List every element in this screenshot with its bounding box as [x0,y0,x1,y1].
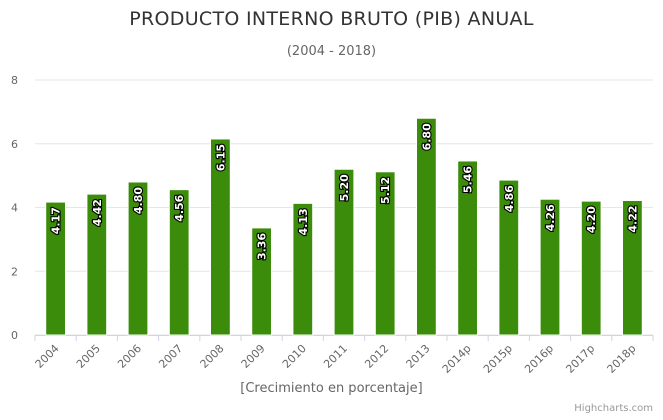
bar [127,181,149,336]
x-tick-label: 2018p [605,342,639,376]
credits-link[interactable]: Highcharts.com [574,403,653,414]
bar [251,227,272,336]
data-label: 6.80 [420,123,433,150]
x-tick-label: 2010 [280,342,309,371]
bar [622,199,643,336]
data-label: 5.46 [462,166,475,193]
x-tick-label: 2014p [440,342,474,376]
bar [498,179,520,336]
x-tick-label: 2017p [563,342,597,376]
bar [539,198,561,336]
y-tick-label: 8 [11,74,18,87]
data-label: 4.22 [626,205,639,232]
data-label: 3.36 [256,233,269,260]
bar [333,168,355,336]
data-label: 4.26 [544,204,557,231]
x-tick-label: 2006 [115,342,144,371]
y-tick-label: 0 [11,329,18,342]
x-tick-label: 2015p [481,342,515,376]
data-label: 5.12 [379,177,392,204]
y-tick-label: 2 [11,265,18,278]
data-label: 5.20 [338,174,351,201]
x-tick-label: 2016p [522,342,556,376]
x-tick-label: 2009 [239,342,268,371]
data-label: 6.15 [214,144,227,171]
data-label: 4.13 [297,208,310,235]
x-tick-label: 2013 [404,342,433,371]
bar [580,200,602,336]
bar [374,171,396,336]
data-label: 4.86 [503,185,516,212]
chart-title: PRODUCTO INTERNO BRUTO (PIB) ANUAL [129,8,534,30]
x-tick-label: 2012 [362,342,391,371]
x-tick-label: 2004 [33,342,62,371]
x-tick-label: 2007 [156,342,185,371]
bar [292,202,314,336]
bar [168,189,190,336]
bar [416,117,437,336]
data-label: 4.42 [91,199,104,226]
data-label: 4.20 [585,206,598,233]
data-label: 4.17 [50,207,63,234]
x-tick-label: 2008 [198,342,227,371]
bar [45,201,66,336]
chart-subtitle: (2004 - 2018) [286,44,377,59]
y-tick-label: 6 [11,138,18,151]
x-tick-label: 2011 [321,342,350,371]
data-label: 4.56 [173,194,186,221]
bar [210,138,231,336]
x-tick-label: 2005 [74,342,103,371]
bar [86,193,108,336]
bar [457,160,478,336]
data-label: 4.80 [132,187,145,214]
x-axis-label: [Crecimiento en porcentaje] [240,381,423,396]
y-tick-label: 4 [11,202,18,215]
